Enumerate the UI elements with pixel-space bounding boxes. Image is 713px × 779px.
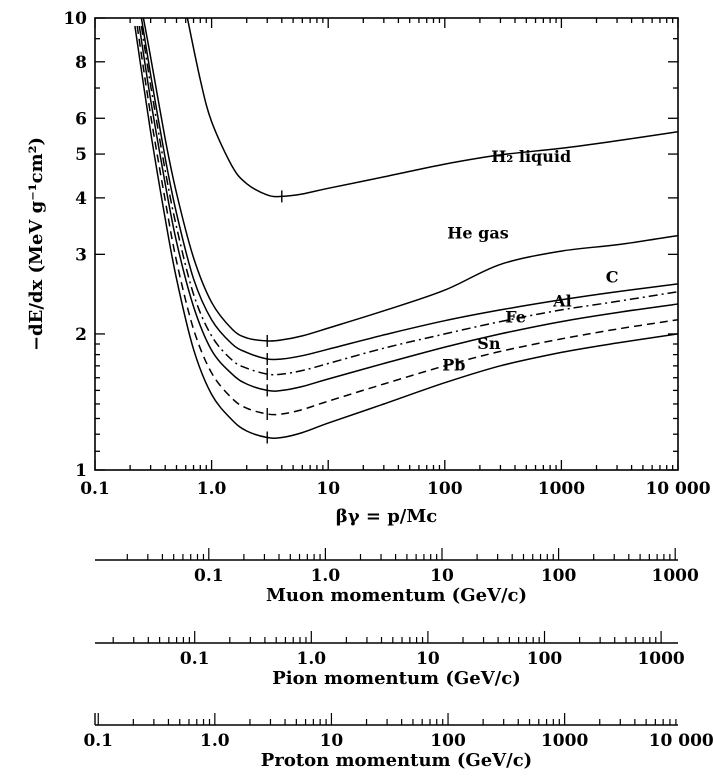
plot-frame <box>94 17 679 471</box>
y-axis-title: −dE/dx (MeV g⁻¹cm²) <box>26 137 47 351</box>
curve-hegas <box>142 18 678 342</box>
momentum-tick-label: 100 <box>541 566 577 586</box>
curve-label: Al <box>552 291 572 310</box>
momentum-axis-title: Muon momentum (GeV/c) <box>266 585 527 606</box>
curve-sn <box>136 25 678 416</box>
momentum-axis-title: Proton momentum (GeV/c) <box>261 750 532 771</box>
y-tick-label: 3 <box>75 245 87 265</box>
curve-label: Pb <box>442 356 465 375</box>
momentum-tick-label: 10 <box>416 649 440 669</box>
x-tick-label: 0.1 <box>80 479 110 499</box>
curve-label: H₂ liquid <box>491 147 571 166</box>
curve-pb <box>134 25 678 439</box>
curve-label: Sn <box>477 334 501 353</box>
x-tick-label: 1.0 <box>197 479 227 499</box>
curve-c <box>140 18 678 361</box>
momentum-tick-label: 1000 <box>541 731 588 751</box>
momentum-tick-label: 10 000 <box>649 731 713 751</box>
x-tick-label: 10 000 <box>645 479 710 499</box>
curve-label: Fe <box>505 307 526 326</box>
momentum-tick-label: 0.1 <box>194 566 224 586</box>
momentum-tick-label: 100 <box>527 649 563 669</box>
momentum-axis-title: Pion momentum (GeV/c) <box>272 668 520 689</box>
curve-label: He gas <box>447 224 508 243</box>
momentum-tick-label: 1000 <box>637 649 684 669</box>
x-axis-title: βγ = p/Mc <box>336 506 438 527</box>
curve-al <box>140 25 678 376</box>
y-tick-label: 6 <box>75 109 87 129</box>
y-tick-label: 5 <box>75 145 87 165</box>
y-tick-label: 4 <box>75 189 87 209</box>
momentum-tick-label: 1.0 <box>297 649 327 669</box>
momentum-tick-label: 10 <box>430 566 454 586</box>
x-tick-label: 10 <box>316 479 340 499</box>
x-tick-label: 100 <box>427 479 463 499</box>
y-tick-label: 2 <box>75 325 87 345</box>
curve-hliquid <box>186 18 678 198</box>
momentum-tick-label: 10 <box>320 731 344 751</box>
momentum-tick-label: 0.1 <box>180 649 210 669</box>
momentum-tick-label: 1000 <box>652 566 699 586</box>
momentum-tick-label: 0.1 <box>83 731 113 751</box>
x-tick-label: 1000 <box>538 479 585 499</box>
y-tick-label: 1 <box>75 461 87 481</box>
momentum-tick-label: 1.0 <box>311 566 341 586</box>
curve-fe <box>138 25 678 392</box>
momentum-tick-label: 100 <box>430 731 466 751</box>
momentum-tick-label: 1.0 <box>200 731 230 751</box>
y-tick-label: 10 <box>63 9 87 29</box>
y-tick-label: 8 <box>75 53 87 73</box>
curve-label: C <box>606 267 619 286</box>
